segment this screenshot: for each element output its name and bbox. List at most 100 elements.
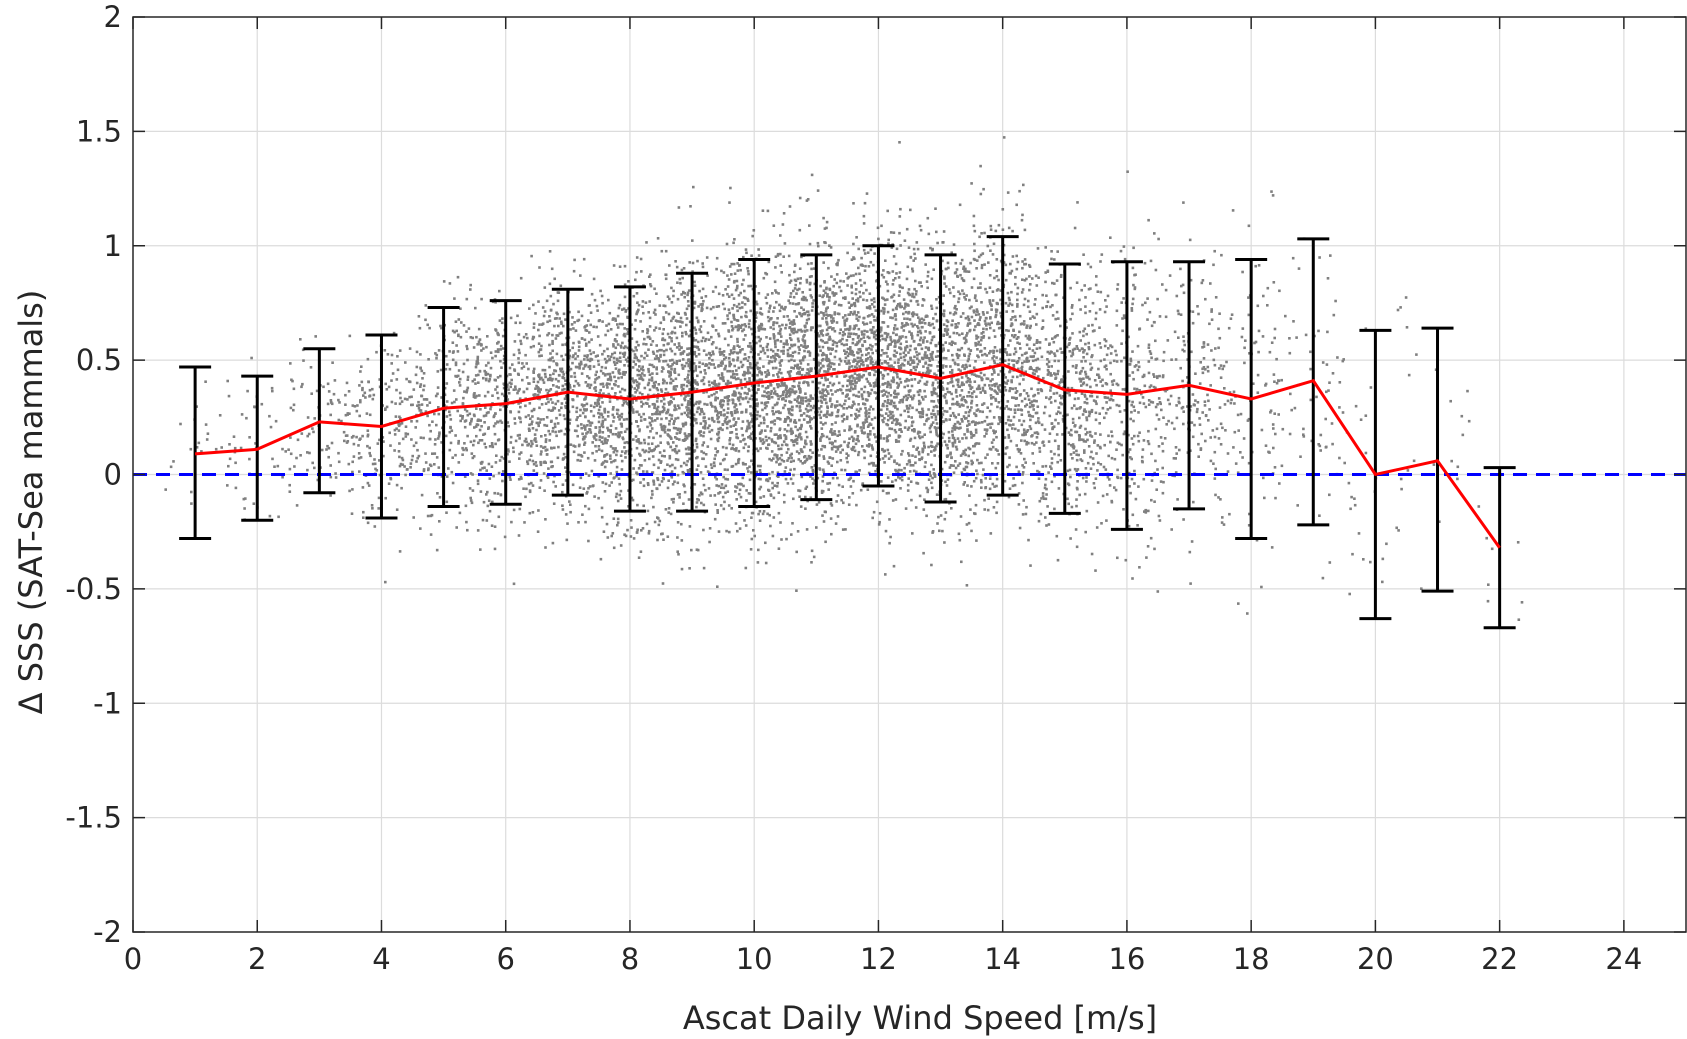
scatter-point <box>606 415 610 418</box>
scatter-point <box>608 358 611 362</box>
scatter-point <box>506 385 509 389</box>
scatter-point <box>677 553 680 556</box>
scatter-point <box>465 409 469 413</box>
scatter-point <box>398 455 401 459</box>
scatter-point <box>517 410 521 414</box>
scatter-point <box>678 277 682 281</box>
scatter-point <box>686 409 689 412</box>
scatter-point <box>577 453 580 457</box>
scatter-point <box>891 416 894 419</box>
scatter-point <box>614 317 617 321</box>
scatter-point <box>720 405 723 409</box>
scatter-point <box>756 361 759 365</box>
scatter-point <box>693 280 696 284</box>
scatter-point <box>530 422 533 426</box>
scatter-point <box>576 416 579 419</box>
scatter-point <box>857 439 860 443</box>
scatter-point <box>311 427 314 430</box>
scatter-point <box>810 267 813 271</box>
scatter-point <box>747 356 751 359</box>
scatter-point <box>722 350 726 353</box>
scatter-point <box>624 534 628 538</box>
scatter-point <box>844 352 847 355</box>
scatter-point <box>587 507 591 511</box>
scatter-point <box>400 400 404 403</box>
scatter-point <box>730 507 733 510</box>
scatter-point <box>790 413 794 417</box>
scatter-point <box>723 367 726 371</box>
scatter-point <box>529 345 533 349</box>
scatter-point <box>307 432 311 436</box>
scatter-point <box>717 427 720 431</box>
scatter-point <box>659 434 662 438</box>
scatter-point <box>775 460 778 464</box>
scatter-point <box>418 409 422 412</box>
scatter-point <box>535 384 538 388</box>
scatter-point <box>311 461 314 465</box>
scatter-point <box>476 482 480 486</box>
scatter-point <box>905 404 909 408</box>
scatter-point <box>672 289 675 293</box>
scatter-point <box>499 493 503 497</box>
scatter-point <box>860 256 863 260</box>
scatter-point <box>587 376 591 380</box>
scatter-point <box>471 456 475 460</box>
scatter-point <box>889 383 892 386</box>
scatter-point <box>799 436 803 439</box>
scatter-point <box>747 387 751 391</box>
scatter-point <box>596 354 599 357</box>
scatter-point <box>732 297 736 300</box>
scatter-point <box>798 432 802 436</box>
scatter-point <box>646 509 650 513</box>
scatter-point <box>609 328 613 331</box>
scatter-point <box>350 512 354 515</box>
scatter-point <box>650 379 654 382</box>
scatter-point <box>536 380 540 384</box>
scatter-point <box>718 402 722 405</box>
scatter-point <box>666 408 670 412</box>
scatter-point <box>834 292 838 295</box>
scatter-point <box>739 440 742 443</box>
scatter-point <box>781 382 784 386</box>
scatter-point <box>419 436 423 439</box>
scatter-point <box>518 321 522 325</box>
scatter-point <box>735 408 739 411</box>
scatter-point <box>735 351 739 355</box>
scatter-point <box>891 499 895 502</box>
scatter-point <box>746 400 750 404</box>
scatter-point <box>811 468 815 472</box>
scatter-point <box>591 441 594 444</box>
scatter-point <box>771 470 774 474</box>
scatter-point <box>457 461 461 464</box>
scatter-point <box>528 511 532 515</box>
scatter-point <box>796 366 799 370</box>
scatter-point <box>773 433 777 436</box>
scatter-point <box>774 357 777 361</box>
scatter-point <box>886 325 890 328</box>
scatter-point <box>867 394 871 398</box>
scatter-point <box>612 356 616 360</box>
scatter-point <box>348 489 351 493</box>
scatter-point <box>836 263 839 267</box>
scatter-point <box>484 364 488 367</box>
scatter-point <box>663 455 666 458</box>
scatter-point <box>821 479 824 483</box>
scatter-point <box>644 351 647 355</box>
scatter-point <box>632 411 635 414</box>
scatter-point <box>327 390 331 393</box>
scatter-point <box>606 536 610 539</box>
scatter-point <box>195 446 199 449</box>
scatter-point <box>464 447 468 450</box>
scatter-point <box>761 384 764 388</box>
scatter-point <box>815 526 818 529</box>
scatter-point <box>807 350 811 353</box>
scatter-point <box>782 255 785 258</box>
scatter-point <box>501 317 504 320</box>
scatter-point <box>428 401 432 404</box>
scatter-point <box>517 348 521 352</box>
scatter-point <box>612 420 615 423</box>
scatter-point <box>553 277 556 281</box>
scatter-point <box>687 334 691 338</box>
scatter-point <box>530 439 533 443</box>
scatter-point <box>747 322 751 326</box>
